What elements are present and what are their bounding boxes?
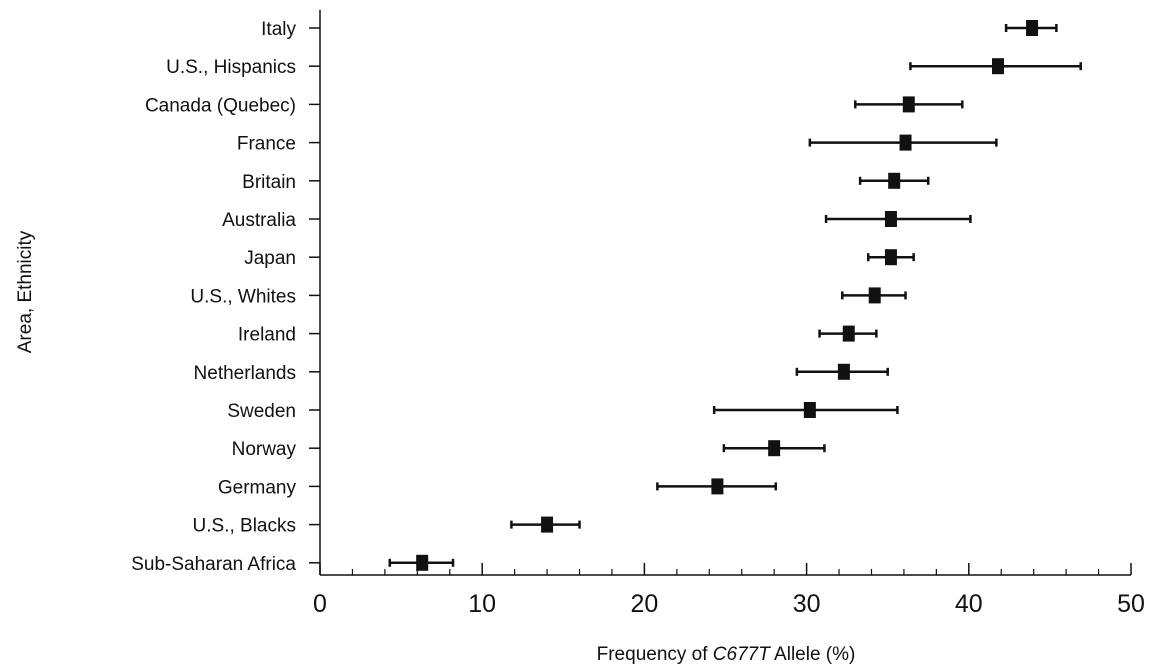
x-tick-label: 30 [793, 590, 821, 618]
data-point-group [510, 516, 581, 533]
y-axis-title: Area, Ethnicity [15, 230, 36, 353]
data-point-marker [902, 96, 915, 113]
data-point-marker [837, 363, 850, 380]
data-point-group [909, 58, 1082, 75]
x-tick-label: 0 [313, 590, 327, 618]
data-point-group [858, 172, 930, 189]
category-label: Italy [261, 19, 296, 40]
category-labels: Italy U.S., Hispanics Canada (Quebec) Franc… [131, 19, 296, 575]
data-point-group [841, 287, 907, 304]
x-tick-label: 50 [1117, 590, 1145, 618]
category-label: Canada (Quebec) [145, 95, 296, 116]
data-point-group [795, 363, 889, 380]
data-point-group [388, 554, 455, 571]
category-label: U.S., Whites [190, 286, 296, 307]
x-tick-label: 10 [468, 590, 496, 618]
category-label: Sweden [227, 401, 296, 422]
data-point-marker [711, 478, 724, 495]
category-label: Australia [222, 210, 296, 231]
category-label: Sub-Saharan Africa [131, 554, 296, 575]
data-point-marker [888, 172, 901, 189]
data-point-marker [899, 134, 912, 151]
x-tick-labels: 0 10 20 30 40 50 [313, 590, 1145, 618]
x-axis-title-prefix: Frequency of [597, 644, 713, 665]
category-label: Japan [244, 248, 296, 269]
x-axis-title-suffix: Allele (%) [770, 644, 856, 665]
data-point-group [1004, 20, 1058, 36]
x-axis-title-gene: C677T [713, 644, 771, 665]
category-label: Netherlands [194, 363, 296, 384]
axes-layer [309, 10, 1132, 576]
category-label: Germany [218, 477, 297, 498]
category-label: U.S., Hispanics [166, 57, 296, 78]
data-point-group [722, 440, 826, 457]
data-point-marker [416, 554, 429, 571]
category-label: Britain [242, 172, 296, 193]
data-point-group [854, 96, 964, 113]
data-point-group [808, 134, 998, 151]
data-marks [388, 20, 1082, 571]
category-label: France [237, 134, 296, 155]
x-axis-title: Frequency of C677T Allele (%) [597, 644, 856, 665]
data-point-marker [803, 402, 816, 418]
data-point-group [712, 402, 899, 418]
data-point-group [818, 325, 878, 342]
data-point-marker [884, 249, 897, 266]
data-point-marker [884, 211, 897, 227]
data-point-marker [842, 325, 855, 342]
data-point-group [866, 249, 915, 266]
x-tick-label: 40 [955, 590, 983, 618]
data-point-marker [541, 516, 554, 533]
category-label: U.S., Blacks [193, 516, 296, 537]
category-label: Ireland [238, 325, 296, 346]
data-point-group [824, 211, 972, 227]
category-label: Norway [232, 439, 297, 460]
data-point-marker [768, 440, 781, 457]
data-point-marker [991, 58, 1004, 75]
x-tick-label: 20 [630, 590, 658, 618]
data-point-group [656, 478, 778, 495]
data-point-marker [1026, 20, 1039, 36]
data-point-marker [868, 287, 881, 304]
